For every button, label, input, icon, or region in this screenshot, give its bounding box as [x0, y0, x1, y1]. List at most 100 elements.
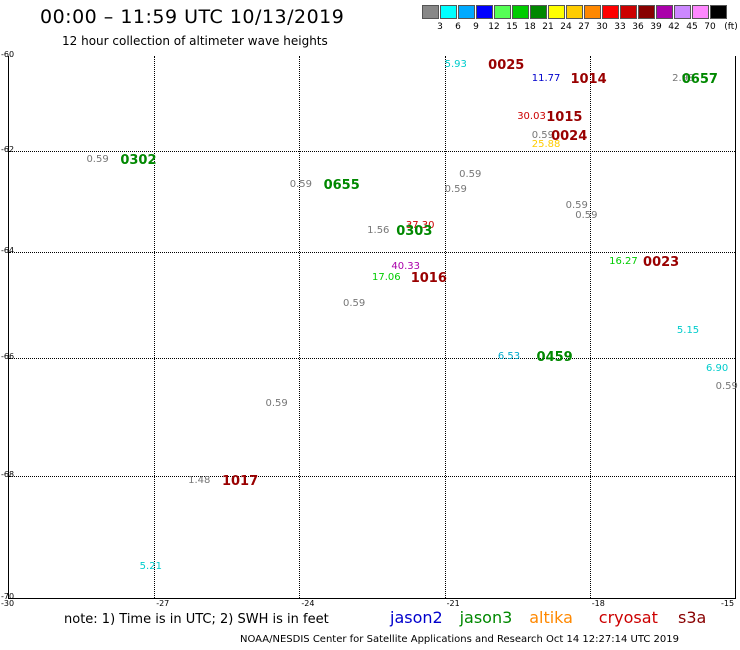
legend-label: 39: [650, 22, 662, 32]
swh-value: 30.03: [517, 110, 546, 122]
lon-tick-label: -15: [721, 599, 735, 608]
pass-time-label: 0024: [551, 128, 588, 144]
swh-value: 17.06: [372, 271, 401, 283]
swh-value: 0.59: [444, 184, 467, 196]
lon-tick-label: -24: [301, 599, 315, 608]
satellite-s3a: s3a: [678, 608, 707, 627]
legend-swatch: [494, 5, 511, 19]
lon-tick-label: -18: [591, 599, 605, 608]
legend-label: 24: [560, 22, 572, 32]
lat-tick-label: -62: [1, 145, 15, 154]
pass-time-label: 0657: [681, 71, 718, 87]
lat-tick-label: -68: [1, 470, 15, 479]
satellite-altika: altika: [529, 608, 573, 627]
legend-label: 36: [632, 22, 644, 32]
legend-label: 42: [668, 22, 680, 32]
legend-swatch: [440, 5, 457, 19]
legend-label: 12: [488, 22, 500, 32]
grid-line-lon: [589, 56, 591, 598]
legend-swatch: [620, 5, 637, 19]
pass-time-label: 0023: [643, 254, 680, 270]
grid-line-lat: [9, 151, 735, 152]
swh-value: 5.15: [676, 324, 700, 336]
swh-value: 16.27: [609, 255, 638, 267]
grid-line-lon: [444, 56, 446, 598]
pass-time-label: 1014: [570, 71, 607, 87]
swh-value: 0.59: [289, 179, 312, 191]
swh-value: 5.21: [139, 560, 162, 572]
swh-value: 11.77: [531, 72, 561, 84]
lat-tick-label: -64: [1, 246, 15, 255]
legend-swatch: [512, 5, 529, 19]
legend-label: 15: [506, 22, 518, 32]
lon-tick-label: -21: [446, 599, 460, 608]
satellite-jason2: jason2: [390, 608, 443, 627]
swh-value: 5.93: [444, 58, 467, 70]
pass-time-label: 1017: [221, 474, 259, 490]
pass-time-label: 1015: [546, 109, 583, 125]
swh-value: 0.59: [715, 380, 738, 392]
pass-time-label: 0655: [323, 178, 360, 194]
swh-value: 0.59: [575, 209, 598, 221]
footer-note: note: 1) Time is in UTC; 2) SWH is in fe…: [64, 612, 329, 627]
swh-value: 37.30: [405, 219, 435, 231]
legend-swatch: [710, 5, 727, 19]
satellite-jason3: jason3: [459, 608, 513, 627]
legend-swatch: [602, 5, 619, 19]
legend-swatch: [566, 5, 583, 19]
legend-swatch: [674, 5, 691, 19]
lon-tick-label: -27: [156, 599, 170, 608]
legend-label: 21: [542, 22, 554, 32]
legend-label: 3: [437, 22, 443, 32]
pass-time-label: 1016: [410, 270, 447, 286]
swh-value: 2.98: [672, 72, 695, 84]
chart-subtitle: 12 hour collection of altimeter wave hei…: [62, 34, 328, 48]
legend-label: 6: [455, 22, 461, 32]
legend-swatch: [638, 5, 655, 19]
grid-line-lat: [9, 476, 735, 477]
pass-time-label: 0303: [396, 223, 433, 239]
legend-swatch: [530, 5, 547, 19]
legend-swatch: [422, 5, 439, 19]
credit-line: NOAA/NESDIS Center for Satellite Applica…: [240, 634, 679, 645]
swh-value: 0.59: [86, 154, 109, 166]
legend-label: 33: [614, 22, 626, 32]
legend-label: 27: [578, 22, 590, 32]
legend-swatch: [584, 5, 601, 19]
legend-label: 45: [686, 22, 698, 32]
legend-label: 18: [524, 22, 536, 32]
legend-label: 30: [596, 22, 608, 32]
legend-swatch: [458, 5, 475, 19]
swh-value: 25.88: [531, 139, 561, 151]
legend-unit: (ft): [724, 22, 738, 32]
swh-value: 6.53: [497, 351, 521, 362]
swh-value: 0.59: [459, 169, 482, 181]
chart-title: 00:00 – 11:59 UTC 10/13/2019: [40, 6, 345, 28]
pass-time-label: 0302: [120, 153, 157, 169]
legend-swatch: [656, 5, 673, 19]
satellite-cryosat: cryosat: [598, 608, 658, 627]
swh-value: 1.48: [188, 475, 211, 487]
grid-line-lat: [9, 252, 735, 253]
legend-label: 70: [704, 22, 716, 32]
pass-time-label: 0459: [536, 350, 573, 365]
legend-label: 9: [473, 22, 479, 32]
lat-tick-label: -60: [1, 50, 15, 59]
grid-line-lon: [299, 56, 301, 598]
swh-value: 1.56: [367, 224, 390, 236]
swh-value: 0.59: [265, 398, 288, 410]
legend-swatch: [548, 5, 565, 19]
swh-value: 40.33: [391, 260, 420, 272]
pass-time-label: 0025: [488, 57, 525, 73]
swh-value: 0.59: [565, 199, 588, 211]
swh-value: 0.59: [531, 129, 554, 141]
lon-tick-label: -30: [1, 599, 15, 608]
grid-line-lon: [154, 56, 156, 598]
lat-tick-label: -66: [1, 352, 15, 361]
legend-swatch: [692, 5, 709, 19]
legend-swatch: [476, 5, 493, 19]
map-plot-area: -60 -62 -64 -66 -68 -70 -30 -27 -24 -21 -18 -15 5.93…: [1, 50, 738, 608]
swh-value: 0.59: [342, 298, 366, 309]
grid-line-lat: [9, 358, 735, 359]
swh-value: 6.90: [705, 362, 729, 374]
